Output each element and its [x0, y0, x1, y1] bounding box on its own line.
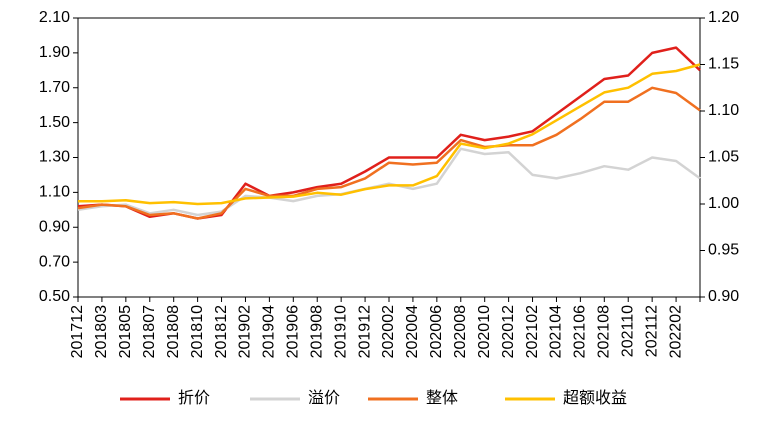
y-tick-label: 0.50 [39, 288, 70, 305]
y2-tick-label: 1.20 [708, 9, 739, 26]
series-line [77, 46, 701, 220]
y-tick-label: 1.90 [39, 44, 70, 61]
legend-label: 超额收益 [563, 389, 627, 407]
x-tick-label: 202108 [596, 305, 613, 358]
x-tick-label: 202012 [500, 305, 517, 358]
y2-tick-label: 1.00 [708, 195, 739, 212]
y2-tick-label: 1.05 [708, 149, 739, 166]
y-tick-label: 2.10 [39, 9, 70, 26]
y-tick-label: 0.90 [39, 218, 70, 235]
legend-label: 整体 [426, 389, 458, 407]
y2-tick-label: 1.10 [708, 102, 739, 119]
series-line [78, 63, 701, 206]
y2-tick-label: 0.95 [708, 242, 739, 259]
x-tick-label: 201906 [285, 305, 302, 358]
legend-label: 折价 [178, 389, 210, 407]
x-tick-label: 201912 [356, 305, 373, 358]
y-tick-label: 1.10 [39, 184, 70, 201]
legend-label: 溢价 [308, 389, 340, 407]
x-tick-label: 201810 [189, 305, 206, 358]
y-tick-label: 1.30 [39, 149, 70, 166]
x-tick-label: 202102 [524, 305, 541, 358]
y2-tick-label: 1.15 [708, 56, 739, 73]
series-line [77, 147, 701, 217]
y2-tick-label: 0.90 [708, 288, 739, 305]
y-tick-label: 1.50 [39, 114, 70, 131]
y-tick-label: 1.70 [39, 79, 70, 96]
x-tick-label: 201803 [93, 305, 110, 358]
x-tick-label: 202002 [380, 305, 397, 358]
x-tick-label: 201904 [261, 305, 278, 358]
x-tick-label: 201812 [213, 305, 230, 358]
x-tick-label: 202110 [619, 305, 636, 357]
x-tick-label: 202010 [476, 305, 493, 358]
x-tick-label: 202006 [428, 305, 445, 358]
x-tick-label: 201908 [308, 305, 325, 358]
x-tick-label: 201712 [69, 305, 86, 358]
x-tick-label: 202008 [452, 305, 469, 358]
x-tick-label: 201910 [332, 305, 349, 358]
x-tick-label: 202112 [643, 305, 660, 357]
x-tick-label: 201902 [237, 305, 254, 358]
x-tick-label: 202104 [548, 305, 565, 358]
x-tick-label: 202106 [572, 305, 589, 358]
x-tick-label: 202202 [667, 305, 684, 358]
y-tick-label: 0.70 [39, 253, 70, 270]
series-line [77, 86, 701, 220]
x-tick-label: 201807 [141, 305, 158, 358]
x-tick-label: 202004 [404, 305, 421, 358]
x-tick-label: 201805 [117, 305, 134, 358]
x-tick-label: 201808 [165, 305, 182, 358]
